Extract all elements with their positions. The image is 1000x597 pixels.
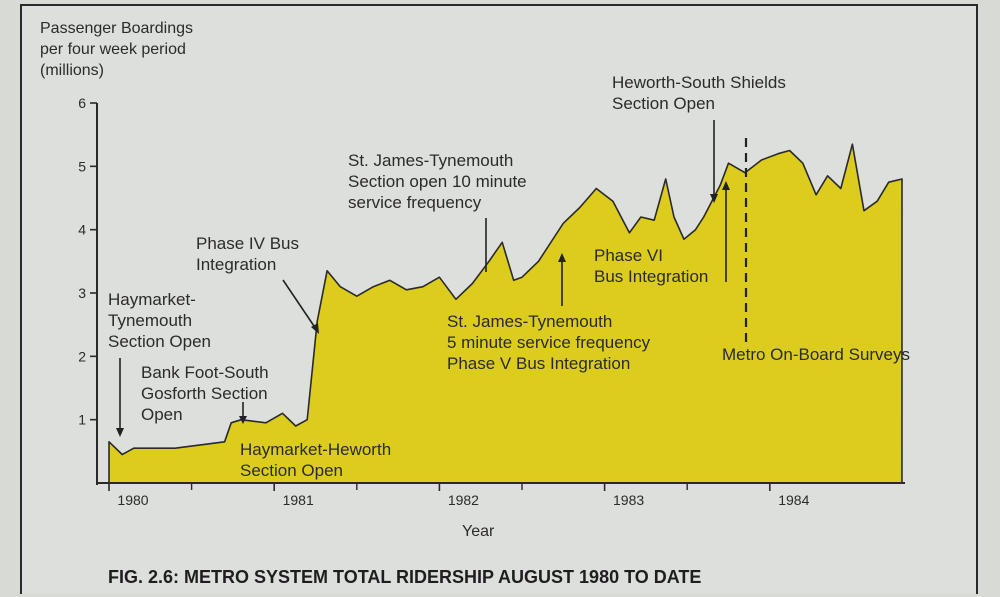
y-tick-label: 1 [78,412,86,428]
arrow-head [311,323,319,334]
arrow-head [558,253,566,262]
x-tick-label: 1984 [778,492,809,508]
x-axis-title: Year [462,523,495,540]
figure-caption: FIG. 2.6: METRO SYSTEM TOTAL RIDERSHIP A… [108,567,701,587]
x-tick-label: 1982 [448,492,479,508]
annotation-line: Bank Foot-South [141,363,269,382]
y-tick-label: 6 [78,95,86,111]
annotation-line: Haymarket-Heworth [240,440,391,459]
y-tick-label: 4 [78,222,86,238]
arrow-head [722,181,730,190]
y-tick-label: 5 [78,158,86,174]
annotation-line: Gosforth Section [141,384,268,403]
y-axis-title-line-3: (millions) [40,62,104,79]
annotation-line: Phase V Bus Integration [447,354,630,373]
annotation-line: Bus Integration [594,267,708,286]
annotation-phase-vi: Phase VI Bus Integration [594,181,730,286]
annotation-st-james-5: St. James-Tynemouth 5 minute service fre… [447,253,651,373]
annotation-st-james-10: St. James-Tynemouth Section open 10 minu… [348,151,527,272]
annotation-line: Tynemouth [108,311,192,330]
y-tick-label: 3 [78,285,86,301]
annotation-line: Section Open [240,461,343,480]
annotation-line: Section open 10 minute [348,172,527,191]
arrow-head [116,428,124,437]
y-tick-label: 2 [78,348,86,364]
annotation-haymarket-tynemouth: Haymarket- Tynemouth Section Open [108,290,211,437]
annotation-heworth-south-shields: Heworth-South Shields Section Open [612,73,786,203]
annotation-phase-iv: Phase IV Bus Integration [196,234,319,334]
y-axis-title-line-1: Passenger Boardings [40,20,193,37]
annotation-surveys: Metro On-Board Surveys [722,138,910,364]
annotation-line: Phase VI [594,246,663,265]
annotation-bank-foot: Bank Foot-South Gosforth Section Open [141,363,269,424]
x-tick-label: 1983 [613,492,644,508]
annotation-line: St. James-Tynemouth [348,151,513,170]
x-tick-label: 1980 [117,492,148,508]
ridership-area [108,143,903,484]
annotation-line: Section Open [108,332,211,351]
annotation-line: Integration [196,255,276,274]
annotation-line: Heworth-South Shields [612,73,786,92]
annotation-line: Haymarket- [108,290,196,309]
annotation-line: St. James-Tynemouth [447,312,612,331]
y-axis-title-line-2: per four week period [40,41,186,58]
annotation-line: Phase IV Bus [196,234,299,253]
annotation-line: 5 minute service frequency [447,333,651,352]
annotation-arrow [282,279,317,330]
annotation-line: Section Open [612,94,715,113]
arrow-head [239,416,247,424]
arrow-head [710,194,718,203]
x-tick-label: 1981 [283,492,314,508]
annotation-line: Metro On-Board Surveys [722,345,910,364]
annotation-line: service frequency [348,193,482,212]
annotation-line: Open [141,405,183,424]
annotation-haymarket-heworth: Haymarket-Heworth Section Open [240,440,391,480]
